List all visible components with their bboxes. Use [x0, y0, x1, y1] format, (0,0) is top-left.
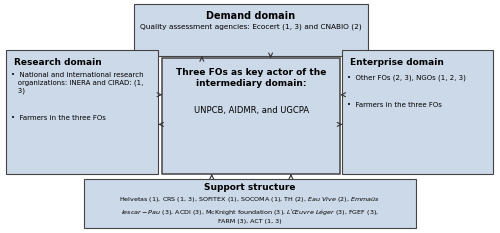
Bar [162, 58, 340, 174]
Text: •  Farmers in the three FOs: • Farmers in the three FOs [348, 102, 442, 108]
Text: UNPCB, AIDMR, and UGCPA: UNPCB, AIDMR, and UGCPA [194, 106, 309, 115]
Text: Research domain: Research domain [14, 58, 102, 67]
Text: Quality assessment agencies: Ecocert (1, 3) and CNABIO (2): Quality assessment agencies: Ecocert (1,… [140, 24, 362, 30]
Bar [134, 4, 368, 56]
Text: •  National and international research
   organizations: INERA and CIRAD: (1,
  : • National and international research or… [11, 72, 143, 94]
Text: Support structure: Support structure [204, 183, 296, 192]
Bar [6, 50, 158, 174]
Text: Helvetas (1), CRS (1, 3), SOFITEX (1), SOCOMA (1), TH (2), $\it{Eau\ Vive}$ (2),: Helvetas (1), CRS (1, 3), SOFITEX (1), S… [120, 195, 380, 224]
Text: •  Other FOs (2, 3), NGOs (1, 2, 3): • Other FOs (2, 3), NGOs (1, 2, 3) [348, 75, 466, 81]
Text: Three FOs as key actor of the
intermediary domain:: Three FOs as key actor of the intermedia… [176, 68, 326, 88]
Text: Enterprise domain: Enterprise domain [350, 58, 444, 67]
Text: Demand domain: Demand domain [206, 10, 296, 21]
Text: •  Farmers in the three FOs: • Farmers in the three FOs [11, 114, 106, 120]
Bar [342, 50, 493, 174]
Bar [84, 179, 415, 228]
